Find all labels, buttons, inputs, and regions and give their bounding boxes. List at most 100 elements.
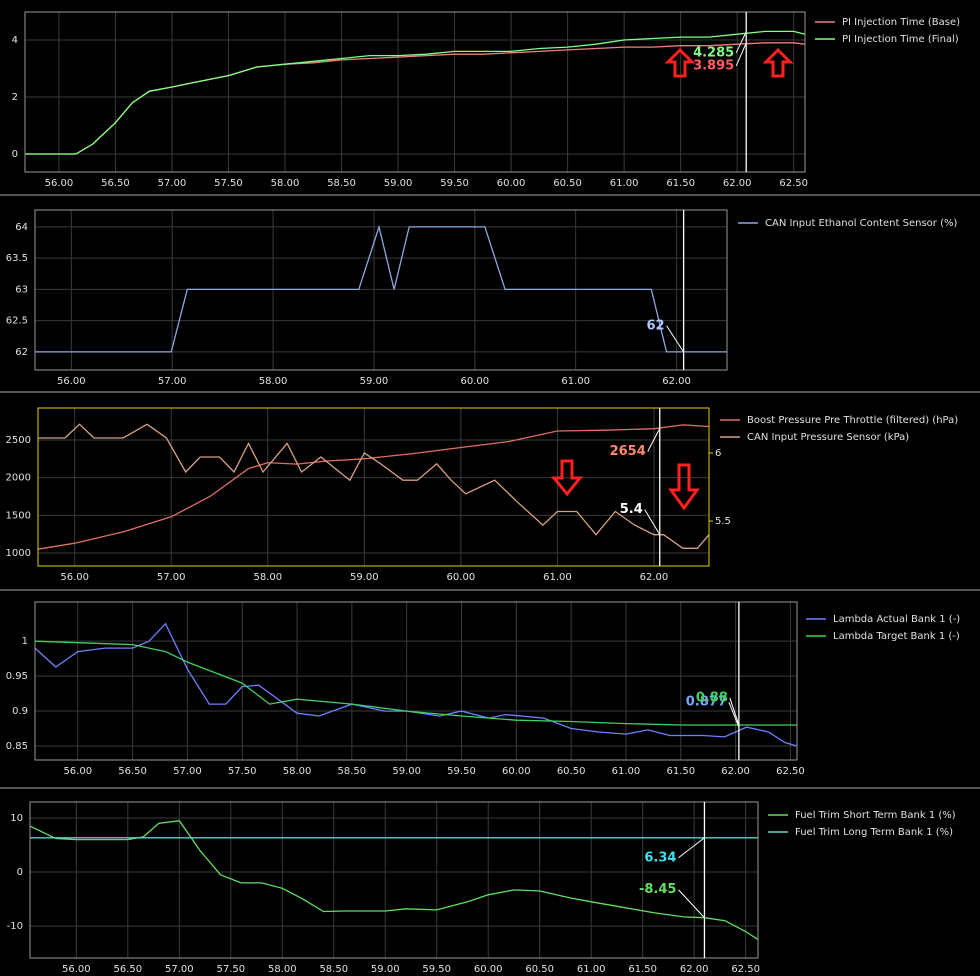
x-tick-label: 61.50: [628, 964, 657, 975]
x-tick-label: 60.00: [460, 376, 489, 387]
x-tick-label: 61.00: [577, 964, 606, 975]
y-tick-label: 2: [12, 92, 18, 103]
cursor-value-label: 5.4: [620, 502, 643, 517]
x-tick-label: 62.00: [640, 572, 669, 583]
plot-area: [30, 802, 758, 958]
y-tick-label: 1: [22, 636, 28, 647]
y-tick-label: 63: [15, 284, 28, 295]
y2-tick-label: 6: [715, 448, 721, 459]
x-tick-label: 60.50: [553, 178, 582, 189]
cursor-pointer: [729, 697, 740, 726]
plot-frame: [37, 407, 710, 567]
cursor-pointer: [735, 42, 747, 67]
legend-label: CAN Input Pressure Sensor (kPa): [747, 432, 909, 443]
cursor-pointer: [735, 31, 747, 54]
y-tick-label: 64: [15, 222, 28, 233]
series-line: [29, 820, 759, 941]
up-arrow: [664, 47, 696, 78]
y-tick-label: 2000: [6, 473, 31, 484]
x-tick-label: 57.00: [158, 376, 187, 387]
y-tick-label: 63.5: [6, 253, 28, 264]
x-tick-label: 58.00: [259, 376, 288, 387]
x-tick-label: 59.00: [350, 572, 379, 583]
x-tick-label: 61.00: [561, 376, 590, 387]
cursor-value-label: 6.34: [644, 850, 676, 865]
cursor-pointer: [644, 509, 661, 535]
x-tick-label: 58.50: [338, 766, 367, 777]
up-arrow: [762, 47, 794, 78]
cursor-pointer: [728, 701, 740, 728]
x-tick-label: 58.00: [253, 572, 282, 583]
series-line: [35, 224, 727, 353]
y-tick-label: 4: [12, 35, 18, 46]
x-tick-label: 59.50: [440, 178, 469, 189]
y-tick-label: 0.85: [6, 741, 28, 752]
x-tick-label: 62.50: [731, 964, 760, 975]
cursor-value-label: 2654: [610, 444, 646, 459]
y2-tick-label: 5.5: [715, 516, 731, 527]
x-tick-label: 58.50: [319, 964, 348, 975]
series-line: [34, 622, 798, 747]
y-tick-label: 62: [15, 347, 28, 358]
x-tick-label: 60.00: [502, 766, 531, 777]
x-tick-label: 58.50: [327, 178, 356, 189]
x-tick-label: 57.50: [216, 964, 245, 975]
x-tick-label: 56.00: [60, 572, 89, 583]
y-tick-label: 1000: [6, 548, 31, 559]
x-tick-label: 61.00: [543, 572, 572, 583]
x-tick-label: 56.00: [63, 766, 92, 777]
legend-label: CAN Input Ethanol Content Sensor (%): [765, 218, 957, 229]
series-line: [38, 423, 710, 549]
cursor-value-label: 0.877: [686, 695, 727, 710]
cursor-pointer: [666, 325, 685, 353]
x-tick-label: 56.00: [57, 376, 86, 387]
legend-label: Boost Pressure Pre Throttle (filtered) (…: [747, 415, 958, 426]
x-tick-label: 61.50: [666, 178, 695, 189]
charts: 56.00 56.50 57.00 57.50 58.00 58.50 59.00 59.50…: [6, 11, 960, 975]
x-tick-label: 59.50: [447, 766, 476, 777]
x-tick-label: 59.00: [360, 376, 389, 387]
x-tick-label: 60.00: [497, 178, 526, 189]
y-tick-label: 0: [12, 149, 18, 160]
cursor-value-label: 62: [647, 318, 665, 333]
legend-label: Lambda Target Bank 1 (-): [833, 631, 960, 642]
annotation-arrows: [550, 47, 794, 511]
x-tick-label: 56.50: [114, 964, 143, 975]
y-tick-label: 1500: [6, 510, 31, 521]
cursor-value-label: 3.895: [693, 58, 734, 73]
x-tick-label: 57.50: [228, 766, 257, 777]
y-tick-label: 0.9: [12, 706, 28, 717]
down-arrow: [668, 463, 700, 511]
x-tick-label: 62.00: [662, 376, 691, 387]
x-tick-label: 61.00: [610, 178, 639, 189]
x-tick-label: 62.50: [776, 766, 805, 777]
x-tick-label: 57.50: [214, 178, 243, 189]
x-tick-label: 62.00: [680, 964, 709, 975]
x-tick-label: 61.00: [612, 766, 641, 777]
cursor-pointer: [678, 837, 705, 859]
x-tick-label: 57.00: [173, 766, 202, 777]
series-line: [25, 30, 806, 155]
y-tick-label: -10: [7, 921, 23, 932]
x-tick-label: 57.00: [165, 964, 194, 975]
plot-area: [35, 602, 797, 760]
x-tick-label: 62.50: [779, 178, 808, 189]
x-tick-label: 58.00: [268, 964, 297, 975]
cursor-pointer: [647, 428, 661, 452]
plot-frame: [29, 801, 759, 959]
x-tick-label: 58.00: [283, 766, 312, 777]
x-tick-label: 59.00: [392, 766, 421, 777]
x-tick-label: 61.50: [666, 766, 695, 777]
series-line: [37, 424, 710, 550]
down-arrow: [550, 459, 584, 497]
legend-label: PI Injection Time (Final): [842, 34, 959, 45]
x-tick-label: 62.00: [723, 178, 752, 189]
plot-area: [25, 12, 805, 172]
x-tick-label: 56.50: [101, 178, 130, 189]
x-tick-label: 59.00: [371, 964, 400, 975]
legend-label: PI Injection Time (Base): [842, 17, 960, 28]
plot-frame: [34, 209, 728, 371]
x-tick-label: 60.50: [557, 766, 586, 777]
cursor-value-label: 0.88: [696, 691, 728, 706]
x-tick-label: 57.00: [157, 572, 186, 583]
